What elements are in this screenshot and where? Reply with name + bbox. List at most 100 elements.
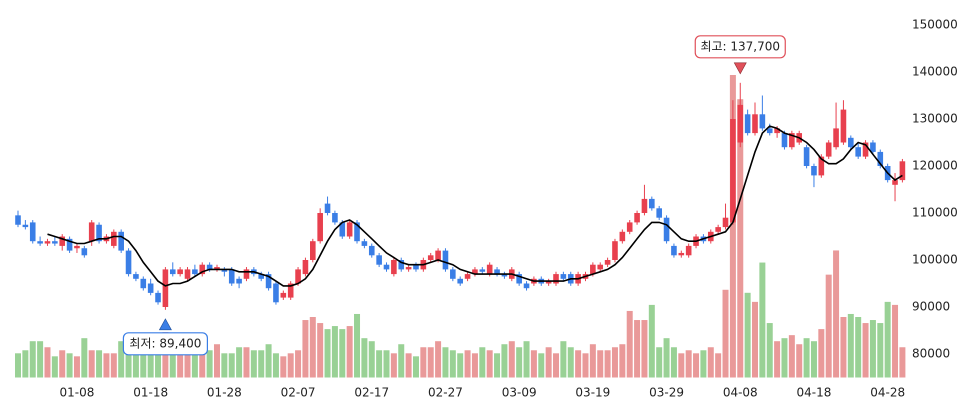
volume-bar bbox=[553, 353, 560, 378]
candle-body bbox=[391, 260, 397, 275]
volume-bar bbox=[604, 350, 611, 378]
candle-body bbox=[715, 227, 721, 232]
x-tick-label: 04-18 bbox=[797, 386, 832, 400]
volume-bar bbox=[582, 353, 589, 378]
candle-body bbox=[656, 208, 662, 218]
candle-body bbox=[96, 224, 102, 242]
x-tick-label: 04-08 bbox=[723, 386, 758, 400]
volume-bar bbox=[390, 353, 397, 378]
candle-body bbox=[376, 255, 382, 265]
candle-body bbox=[877, 151, 884, 166]
x-tick-label: 02-07 bbox=[281, 386, 316, 400]
candle-body bbox=[81, 248, 88, 256]
volume-bar bbox=[899, 347, 906, 378]
volume-bar bbox=[501, 344, 508, 378]
volume-bar bbox=[287, 353, 294, 378]
volume-bar bbox=[486, 350, 493, 378]
volume-bar bbox=[862, 323, 869, 378]
candle-body bbox=[427, 255, 434, 260]
volume-bar bbox=[302, 320, 309, 378]
candle-body bbox=[759, 114, 766, 129]
volume-bar bbox=[619, 344, 626, 378]
candle-body bbox=[516, 274, 522, 284]
volume-bar bbox=[191, 347, 198, 378]
high-marker bbox=[733, 62, 747, 75]
candle-body bbox=[862, 142, 869, 157]
candle-body bbox=[825, 142, 832, 157]
x-tick-label: 01-28 bbox=[207, 386, 242, 400]
candle-body bbox=[560, 274, 567, 279]
candle-body bbox=[678, 252, 685, 256]
x-tick-label: 01-08 bbox=[60, 386, 95, 400]
volume-bar bbox=[471, 353, 478, 378]
candle-body bbox=[855, 147, 861, 157]
candle-body bbox=[450, 269, 456, 279]
volume-bar bbox=[405, 353, 412, 378]
volume-bar bbox=[744, 292, 751, 378]
candle-body bbox=[472, 269, 478, 275]
volume-bar bbox=[877, 323, 884, 378]
candle-body bbox=[111, 231, 117, 246]
volume-bar bbox=[545, 347, 552, 378]
volume-bar bbox=[597, 350, 604, 378]
volume-bar bbox=[693, 353, 700, 378]
y-tick-label: 90000 bbox=[912, 300, 950, 314]
volume-bar bbox=[15, 353, 21, 378]
volume-bar bbox=[435, 341, 442, 378]
volume-bar bbox=[833, 250, 840, 378]
candle-body bbox=[398, 260, 405, 270]
volume-bar bbox=[272, 353, 279, 378]
candle-body bbox=[634, 213, 640, 223]
volume-bar bbox=[457, 353, 464, 378]
candle-body bbox=[479, 269, 486, 272]
candle-body bbox=[22, 224, 29, 228]
volume-bar bbox=[700, 350, 707, 378]
candle-body bbox=[354, 222, 360, 242]
candle-body bbox=[833, 128, 839, 148]
volume-bar bbox=[788, 335, 795, 378]
candle-body bbox=[177, 269, 183, 275]
volume-bar bbox=[892, 304, 899, 378]
x-tick-label: 01-18 bbox=[133, 386, 168, 400]
volume-bar bbox=[103, 353, 110, 378]
candle-body bbox=[339, 222, 346, 237]
candle-body bbox=[413, 264, 419, 270]
volume-bar bbox=[295, 350, 302, 378]
volume-bar bbox=[589, 344, 596, 378]
candle-body bbox=[545, 281, 552, 284]
volume-bar bbox=[538, 353, 545, 378]
volume-bar bbox=[685, 350, 692, 378]
volume-bar bbox=[634, 320, 641, 378]
y-tick-label: 100000 bbox=[912, 253, 958, 267]
volume-bar bbox=[66, 353, 73, 378]
low-label-box bbox=[122, 332, 209, 356]
volume-bar bbox=[51, 356, 58, 378]
x-tick-label: 02-17 bbox=[354, 386, 389, 400]
candle-body bbox=[125, 250, 132, 275]
volume-bar bbox=[840, 317, 847, 378]
candle-body bbox=[162, 269, 169, 307]
candle-body bbox=[74, 245, 80, 249]
candle-body bbox=[789, 133, 795, 148]
volume-bar bbox=[250, 350, 257, 378]
candle-body bbox=[169, 269, 176, 275]
volume-bar bbox=[361, 338, 368, 378]
volume-bar bbox=[383, 350, 390, 378]
candle-body bbox=[287, 283, 294, 298]
volume-bar bbox=[803, 338, 810, 378]
candle-body bbox=[221, 269, 228, 272]
volume-bar bbox=[884, 301, 891, 378]
volume-bar bbox=[125, 347, 132, 378]
candle-body bbox=[310, 241, 316, 260]
volume-bar bbox=[81, 338, 88, 378]
candle-body bbox=[501, 274, 508, 277]
candle-body bbox=[66, 238, 73, 251]
volume-bar bbox=[442, 347, 449, 378]
y-tick-label: 140000 bbox=[912, 65, 958, 79]
candle-body bbox=[383, 264, 390, 270]
volume-bar bbox=[729, 75, 736, 378]
candle-body bbox=[737, 104, 744, 143]
volume-bar bbox=[324, 329, 331, 378]
volume-bar bbox=[339, 329, 346, 378]
volume-bar bbox=[427, 347, 434, 378]
